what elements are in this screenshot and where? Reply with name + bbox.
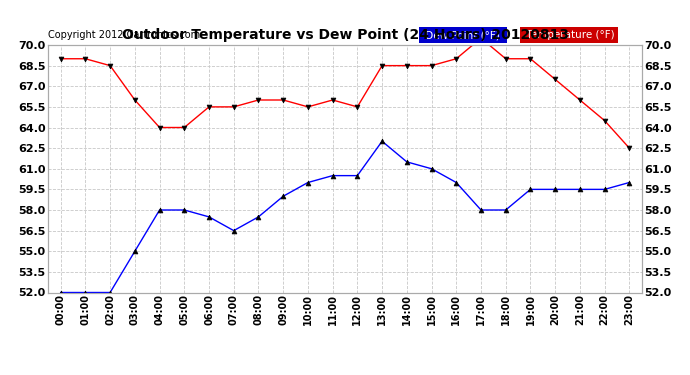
Title: Outdoor Temperature vs Dew Point (24 Hours) 20120813: Outdoor Temperature vs Dew Point (24 Hou…: [121, 28, 569, 42]
Text: Temperature (°F): Temperature (°F): [523, 30, 615, 40]
Text: Copyright 2012 Cartronics.com: Copyright 2012 Cartronics.com: [48, 30, 200, 40]
Text: Dew Point (°F): Dew Point (°F): [422, 30, 503, 40]
